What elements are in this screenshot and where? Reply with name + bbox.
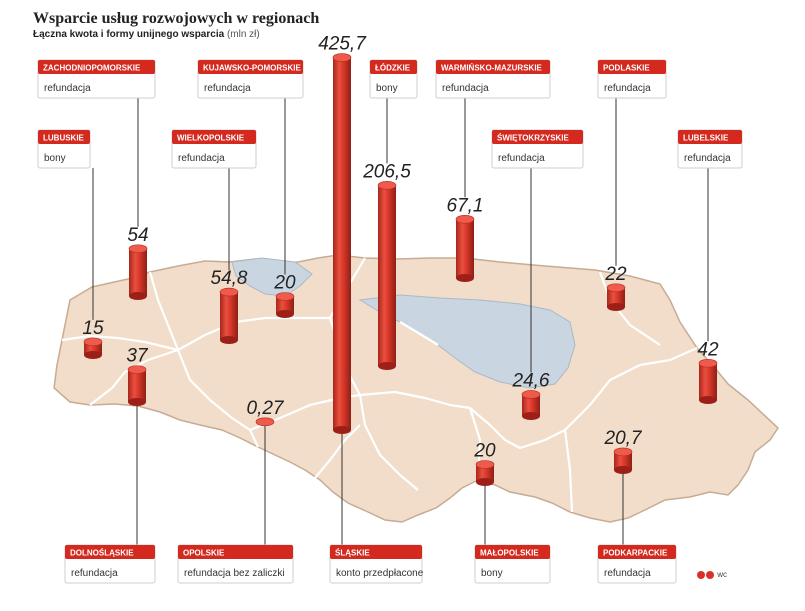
region-form: refundacja	[604, 83, 651, 94]
region-form: refundacja	[604, 568, 651, 579]
region-form: refundacja	[442, 83, 489, 94]
region-name: PODLASKIE	[603, 64, 650, 73]
value-label-lodzkie: 206,5	[362, 161, 411, 182]
bar-lubuskie	[84, 338, 102, 359]
value-label-opolskie: 0,27	[247, 398, 285, 419]
chart-header: Wsparcie usług rozwojowych w regionach Ł…	[33, 10, 319, 40]
region-label-lodzkie: ŁÓDZKIE bony	[370, 60, 417, 98]
region-form: refundacja	[71, 568, 118, 579]
bar-wielkopolskie	[220, 288, 238, 344]
region-form: bony	[44, 153, 66, 164]
chart-title: Wsparcie usług rozwojowych w regionach	[33, 10, 319, 28]
poland-outline	[54, 255, 778, 522]
region-name: OPOLSKIE	[183, 549, 225, 558]
value-label-zachodniopomorskie: 54	[127, 225, 148, 246]
region-form: refundacja	[44, 83, 91, 94]
region-label-lubelskie: LUBELSKIE refundacja	[678, 130, 742, 168]
region-form: bony	[481, 568, 503, 579]
publisher-logo-icon-2	[706, 571, 714, 579]
region-name: WARMIŃSKO-MAZURSKIE	[441, 64, 543, 73]
region-name: LUBELSKIE	[683, 134, 729, 143]
region-name: KUJAWSKO-POMORSKIE	[203, 64, 301, 73]
region-label-opolskie: OPOLSKIE refundacja bez zaliczki	[178, 545, 293, 583]
region-name: WIELKOPOLSKIE	[177, 134, 245, 143]
region-form: refundacja bez zaliczki	[184, 568, 285, 579]
value-label-podlaskie: 22	[604, 264, 627, 285]
region-name: DOLNOŚLĄSKIE	[70, 549, 134, 558]
bar-lodzkie	[378, 181, 396, 370]
region-label-warminsko-mazurskie: WARMIŃSKO-MAZURSKIE refundacja	[436, 60, 550, 98]
bar-swietokrzyskie	[522, 390, 540, 420]
region-label-malopolskie: MAŁOPOLSKIE bony	[475, 545, 550, 583]
bar-opolskie	[256, 418, 274, 426]
credit-text: wc	[717, 570, 727, 579]
region-label-dolnoslaskie: DOLNOŚLĄSKIE refundacja	[65, 545, 155, 583]
region-name: LUBUSKIE	[43, 134, 85, 143]
value-label-lubuskie: 15	[82, 318, 104, 339]
subtitle-unit: (mln zł)	[227, 29, 260, 40]
bar-podkarpackie	[614, 448, 632, 474]
value-label-kujawsko-pomorskie: 20	[273, 273, 296, 294]
region-label-swietokrzyskie: ŚWIĘTOKRZYSKIE refundacja	[492, 130, 583, 168]
region-name: PODKARPACKIE	[603, 549, 668, 558]
bar-zachodniopomorskie	[129, 245, 147, 300]
chart-subtitle: Łączna kwota i formy unijnego wsparcia (…	[33, 29, 319, 40]
bar-podlaskie	[607, 284, 625, 311]
region-label-lubuskie: LUBUSKIE bony	[38, 130, 90, 168]
region-label-podkarpackie: PODKARPACKIE refundacja	[598, 545, 676, 583]
value-label-lubelskie: 42	[697, 339, 719, 360]
region-label-slaskie: ŚLĄSKIE konto przedpłacone	[330, 545, 424, 583]
value-label-malopolskie: 20	[473, 441, 496, 462]
value-label-warminsko-mazurskie: 67,1	[447, 195, 484, 216]
value-label-dolnoslaskie: 37	[126, 346, 149, 367]
bar-warminsko-mazurskie	[456, 215, 474, 282]
region-name: ŚWIĘTOKRZYSKIE	[497, 134, 570, 143]
bar-slaskie	[333, 54, 351, 434]
region-form: bony	[376, 83, 398, 94]
value-label-slaskie: 425,7	[318, 34, 367, 55]
region-name: ZACHODNIOPOMORSKIE	[43, 64, 141, 73]
region-label-kujawsko-pomorskie: KUJAWSKO-POMORSKIE refundacja	[198, 60, 303, 98]
region-label-podlaskie: PODLASKIE refundacja	[598, 60, 666, 98]
value-label-podkarpackie: 20,7	[604, 428, 643, 449]
bar-dolnoslaskie	[128, 366, 146, 406]
region-label-wielkopolskie: WIELKOPOLSKIE refundacja	[172, 130, 256, 168]
region-form: refundacja	[684, 153, 731, 164]
value-label-wielkopolskie: 54,8	[211, 268, 248, 289]
subtitle-main: Łączna kwota i formy unijnego wsparcia	[33, 29, 224, 40]
credit: wc	[697, 570, 727, 579]
region-form: refundacja	[178, 153, 225, 164]
bar-malopolskie	[476, 461, 494, 487]
region-name: ŁÓDZKIE	[375, 64, 411, 73]
region-name: ŚLĄSKIE	[335, 549, 370, 558]
value-label-swietokrzyskie: 24,6	[512, 370, 550, 391]
bar-kujawsko-pomorskie	[276, 293, 294, 319]
region-label-zachodniopomorskie: ZACHODNIOPOMORSKIE refundacja	[38, 60, 155, 98]
region-name: MAŁOPOLSKIE	[480, 549, 539, 558]
region-form: refundacja	[498, 153, 545, 164]
region-form: refundacja	[204, 83, 251, 94]
publisher-logo-icon	[697, 571, 705, 579]
region-form: konto przedpłacone	[336, 568, 424, 579]
bar-lubelskie	[699, 359, 717, 404]
